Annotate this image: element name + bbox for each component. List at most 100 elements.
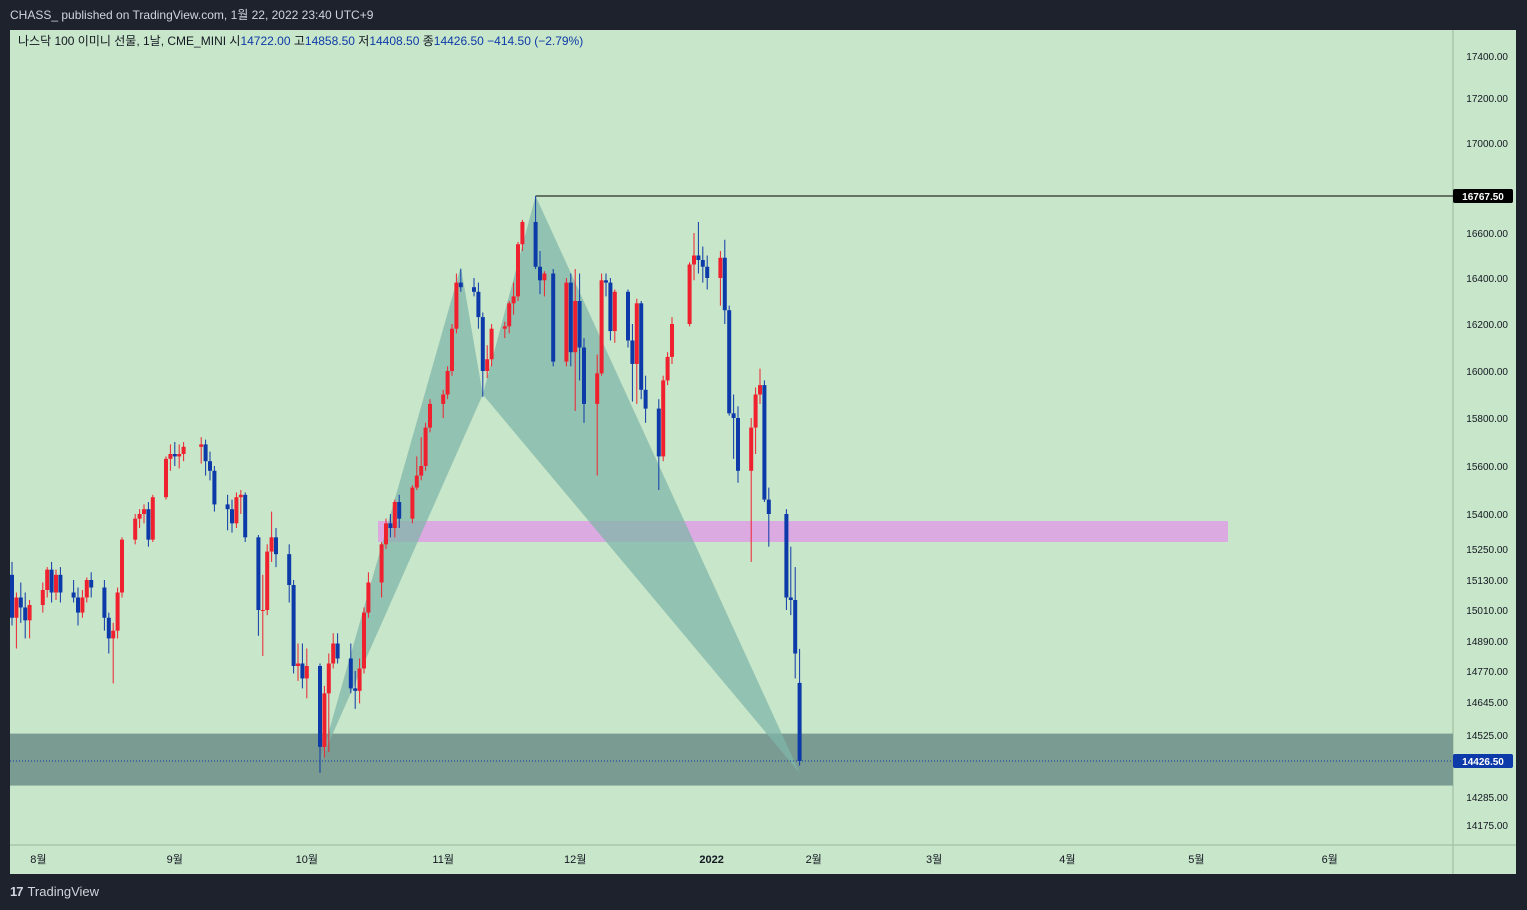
candle-body	[582, 347, 586, 404]
candle-body	[102, 587, 107, 618]
low-value: 14408.50	[369, 34, 422, 48]
candle	[318, 663, 322, 773]
candle	[670, 317, 674, 364]
price-chart[interactable]: 17400.00 17200.00 17000.00 16600.00 16400.00…	[10, 30, 1516, 874]
candle	[428, 399, 432, 433]
candle-body	[58, 574, 63, 593]
candle	[445, 366, 450, 400]
candle-body	[630, 340, 635, 364]
candle-body	[335, 643, 340, 659]
time-axis-label: 5월	[1188, 853, 1204, 866]
candle-body	[533, 221, 538, 267]
candle-body	[331, 643, 336, 664]
candle-body	[45, 569, 50, 590]
candle-body	[687, 264, 692, 324]
candle	[573, 269, 578, 411]
price-tick-label: 17400.00	[1466, 52, 1508, 63]
candle	[397, 494, 402, 528]
candle	[199, 437, 204, 464]
candle-body	[753, 394, 758, 428]
candle	[287, 544, 292, 603]
candle-body	[643, 389, 648, 409]
price-tick-label: 17000.00	[1466, 139, 1508, 150]
candle-body	[564, 282, 569, 362]
price-tick-label: 16000.00	[1466, 367, 1508, 378]
candle-body	[727, 310, 732, 414]
candle-body	[133, 518, 138, 540]
candle	[687, 262, 692, 327]
candle	[84, 577, 89, 603]
candle	[595, 354, 600, 476]
candle-body	[599, 280, 604, 374]
close-label: 종	[423, 34, 434, 48]
candle-body	[502, 326, 507, 329]
candle	[366, 572, 371, 618]
candle-body	[392, 502, 397, 528]
candle	[256, 535, 261, 636]
candle-body	[397, 502, 402, 519]
price-tick-label: 15130.00	[1466, 576, 1508, 587]
candle-body	[362, 612, 366, 669]
open-value: 14722.00	[240, 34, 293, 48]
candle-body	[661, 380, 666, 457]
candle	[353, 671, 358, 709]
price-tick-label: 15010.00	[1466, 606, 1508, 617]
candle	[454, 273, 459, 334]
candle-body	[260, 610, 265, 611]
candle-body	[27, 605, 32, 621]
candle-body	[762, 385, 767, 500]
candle	[766, 487, 771, 547]
candle-body	[18, 597, 23, 608]
candle-body	[326, 663, 331, 694]
candle-body	[115, 592, 120, 631]
low-label: 저	[358, 34, 369, 48]
candle-body	[797, 682, 802, 761]
candle	[511, 282, 516, 315]
candle	[54, 569, 58, 600]
time-axis-label: 3월	[926, 853, 942, 866]
candle	[705, 255, 710, 290]
symbol-name: 나스닥 100 이미니 선물, 1날, CME_MINI	[18, 34, 229, 48]
candle-body	[172, 454, 177, 457]
candle	[749, 418, 754, 562]
chart-frame[interactable]: 17400.00 17200.00 17000.00 16600.00 16400.00…	[10, 30, 1516, 874]
candle-body	[304, 666, 309, 679]
candle	[612, 289, 617, 343]
candle	[362, 607, 366, 674]
candle-body	[164, 458, 168, 498]
candle	[379, 542, 384, 598]
close-value: 14426.50	[434, 34, 487, 48]
time-axis-label: 8월	[30, 853, 46, 866]
candle-body	[441, 394, 446, 404]
candle	[45, 567, 50, 598]
candle-body	[784, 514, 789, 598]
candle-body	[445, 371, 450, 395]
candle	[326, 653, 331, 753]
candle	[727, 305, 732, 416]
candle	[753, 387, 758, 454]
candle-body	[49, 569, 54, 593]
candle	[577, 273, 582, 381]
candle-body	[419, 466, 424, 476]
candle	[507, 301, 512, 334]
candle	[76, 587, 80, 626]
price-tick-label: 14890.00	[1466, 637, 1508, 648]
candle-body	[106, 617, 111, 639]
time-axis-label: 6월	[1322, 853, 1338, 866]
candle	[665, 352, 670, 386]
high-price-label: 16767.50	[1462, 192, 1504, 203]
candle	[450, 324, 454, 376]
time-axis-label: 11월	[432, 853, 454, 866]
candle	[23, 592, 28, 639]
candle-body	[476, 291, 481, 318]
candle-body	[700, 260, 705, 267]
chart-legend: 나스닥 100 이미니 선물, 1날, CME_MINI 시14722.00 고…	[18, 34, 583, 48]
candle	[692, 233, 696, 281]
candle	[89, 572, 94, 598]
candle	[762, 380, 767, 502]
candle-body	[146, 509, 151, 540]
candle-body	[208, 461, 212, 471]
candle	[274, 528, 278, 568]
tradingview-brand[interactable]: 17 TradingView	[10, 884, 99, 899]
price-tick-label: 14645.00	[1466, 698, 1508, 709]
